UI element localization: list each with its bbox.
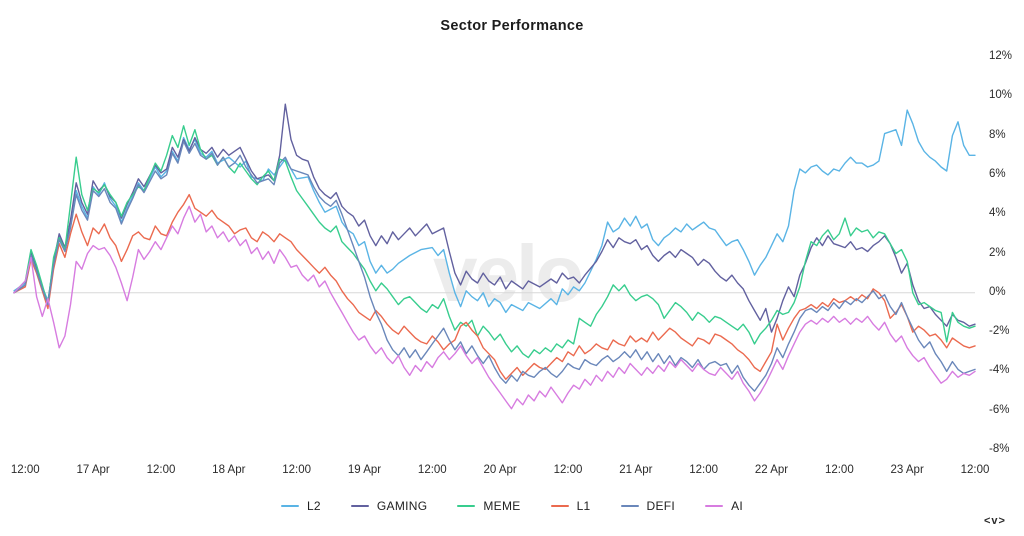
y-tick-label: -6% bbox=[989, 403, 1010, 416]
legend-swatch-meme bbox=[457, 505, 476, 507]
legend-item-defi[interactable]: DEFI bbox=[620, 499, 676, 513]
legend-label-l2: L2 bbox=[306, 499, 321, 513]
x-tick-label: 22 Apr bbox=[754, 464, 789, 476]
y-tick-label: 4% bbox=[989, 207, 1006, 220]
legend-label-l1: L1 bbox=[576, 499, 591, 513]
x-tick-label: 12:00 bbox=[824, 464, 854, 476]
x-tick-label: 17 Apr bbox=[76, 464, 110, 476]
series-line-l1 bbox=[13, 193, 976, 380]
legend-label-ai: AI bbox=[731, 499, 744, 513]
brand-logo: <v> bbox=[984, 515, 1006, 527]
x-tick-label: 12:00 bbox=[553, 464, 583, 476]
y-tick-label: 0% bbox=[989, 285, 1006, 298]
legend-swatch-ai bbox=[705, 505, 724, 507]
x-tick-label: 12:00 bbox=[960, 464, 990, 476]
y-tick-label: 6% bbox=[989, 167, 1006, 180]
legend-swatch-gaming bbox=[350, 505, 369, 507]
x-tick-label: 20 Apr bbox=[483, 464, 517, 476]
x-tick-label: 23 Apr bbox=[890, 464, 924, 476]
x-tick-label: 12:00 bbox=[146, 464, 176, 476]
x-tick-label: 18 Apr bbox=[212, 464, 246, 476]
legend-item-meme[interactable]: MEME bbox=[457, 499, 520, 513]
legend-swatch-l1 bbox=[550, 505, 569, 507]
y-tick-label: 12% bbox=[989, 50, 1013, 62]
legend-item-l2[interactable]: L2 bbox=[280, 499, 321, 513]
series-line-defi bbox=[13, 140, 976, 392]
legend-label-meme: MEME bbox=[483, 499, 521, 513]
y-tick-label: 8% bbox=[989, 128, 1006, 141]
series-line-gaming bbox=[13, 103, 976, 333]
x-tick-label: 12:00 bbox=[417, 464, 447, 476]
legend-label-gaming: GAMING bbox=[376, 499, 428, 513]
x-tick-label: 21 Apr bbox=[619, 464, 653, 476]
x-tick-label: 19 Apr bbox=[347, 464, 382, 476]
chart-title: Sector Performance bbox=[440, 18, 584, 34]
legend-swatch-defi bbox=[620, 505, 639, 507]
legend-label-defi: DEFI bbox=[646, 499, 676, 513]
x-tick-label: 12:00 bbox=[10, 464, 40, 476]
y-tick-label: -2% bbox=[989, 325, 1010, 338]
y-tick-label: 10% bbox=[989, 89, 1013, 102]
y-tick-label: -8% bbox=[989, 443, 1010, 455]
legend-item-l1[interactable]: L1 bbox=[550, 499, 591, 513]
legend: L2 GAMING MEME L1 DEFI AI bbox=[0, 499, 1024, 513]
y-tick-label: -4% bbox=[989, 364, 1010, 377]
x-tick-label: 12:00 bbox=[282, 464, 312, 476]
series-line-l2 bbox=[13, 109, 976, 314]
legend-item-ai[interactable]: AI bbox=[705, 499, 743, 513]
series-line-meme bbox=[13, 125, 976, 359]
series-line-ai bbox=[13, 205, 976, 410]
x-tick-label: 12:00 bbox=[689, 464, 719, 476]
legend-item-gaming[interactable]: GAMING bbox=[350, 499, 428, 513]
y-tick-label: 2% bbox=[989, 246, 1006, 259]
legend-swatch-l2 bbox=[280, 505, 299, 507]
